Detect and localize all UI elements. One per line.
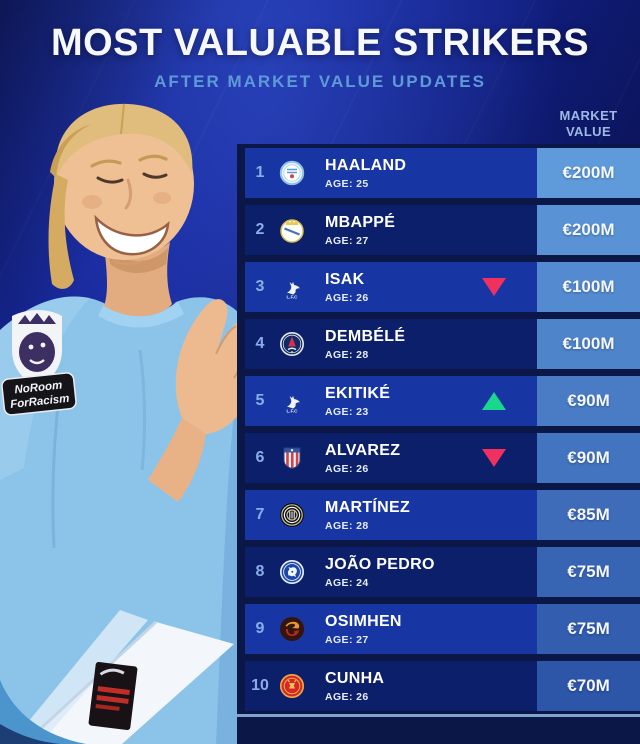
- rank-number: 5: [255, 392, 265, 409]
- table-row: 9 OSIMHEN AGE: 27 €75M: [245, 604, 640, 654]
- rank-number: 1: [255, 164, 265, 181]
- table-row: 5 L.F.C EKITIKÉ AGE: 23 €90M: [245, 376, 640, 426]
- table-row: 7 MARTÍNEZ AGE: 28 €85M: [245, 490, 640, 540]
- rank-number: 8: [255, 563, 265, 580]
- player-name: MBAPPÉ: [325, 213, 396, 231]
- table-row: 3 L.F.C ISAK AGE: 26 €100M: [245, 262, 640, 312]
- market-value-cell: €200M: [537, 205, 640, 255]
- rank-number: 7: [255, 506, 265, 523]
- page-subtitle: AFTER MARKET VALUE UPDATES: [154, 72, 486, 91]
- player-age: AGE: 23: [325, 405, 369, 418]
- table-row: 6 ALVAREZ AGE: 26 €90M: [245, 433, 640, 483]
- svg-text:L.F.C: L.F.C: [287, 409, 299, 414]
- market-value-cell: €85M: [537, 490, 640, 540]
- player-age: AGE: 26: [325, 690, 369, 703]
- player-name: JOÃO PEDRO: [325, 555, 435, 573]
- player-name-block: DEMBÉLÉ AGE: 28: [325, 328, 405, 361]
- player-name: HAALAND: [325, 156, 407, 174]
- player-cell: 4 DEMBÉLÉ AGE: 28: [245, 319, 532, 369]
- trend-up-icon: [482, 392, 506, 410]
- rank-number: 2: [255, 221, 265, 238]
- puma-tag-icon: [88, 662, 138, 730]
- header: MOST VALUABLE STRIKERS AFTER MARKET VALU…: [0, 22, 640, 92]
- rank-number: 3: [255, 278, 265, 295]
- player-name-block: MBAPPÉ AGE: 27: [325, 214, 395, 247]
- liverpool-badge: L.F.C: [279, 274, 305, 300]
- svg-text:L.F.C: L.F.C: [287, 295, 299, 300]
- player-name-block: JOÃO PEDRO AGE: 24: [325, 556, 435, 589]
- table-bottom-divider: [237, 714, 640, 717]
- rank-number: 6: [255, 449, 265, 466]
- player-name: CUNHA: [325, 669, 385, 687]
- player-name: OSIMHEN: [325, 612, 402, 630]
- psg-badge: [279, 331, 305, 357]
- player-cell: 2 MBAPPÉ AGE: 27: [245, 205, 532, 255]
- market-header-line1: MARKET: [559, 108, 618, 123]
- player-age: AGE: 26: [325, 462, 369, 475]
- no-room-for-racism-patch: NoRoom ForRacism: [1, 372, 77, 416]
- player-cell: 9 OSIMHEN AGE: 27: [245, 604, 532, 654]
- galatasaray-badge: [279, 616, 305, 642]
- man-united-badge: [279, 673, 305, 699]
- player-name: ISAK: [325, 270, 365, 288]
- inter-milan-badge: [279, 502, 305, 528]
- market-value-column-header: MARKET VALUE: [537, 108, 640, 140]
- player-cell: 10 CUNHA AGE: 26: [245, 661, 532, 711]
- rank-number: 10: [251, 677, 269, 694]
- player-cell: 1 HAALAND AGE: 25: [245, 148, 532, 198]
- player-name: EKITIKÉ: [325, 384, 391, 402]
- table-row: 1 HAALAND AGE: 25 €200M: [245, 148, 640, 198]
- player-name-block: ALVAREZ AGE: 26: [325, 442, 400, 475]
- man-city-badge: [279, 160, 305, 186]
- patch-text-line1: NoRoom: [14, 379, 63, 396]
- table-row: 4 DEMBÉLÉ AGE: 28 €100M: [245, 319, 640, 369]
- player-age: AGE: 28: [325, 519, 369, 532]
- page-title: MOST VALUABLE STRIKERS: [50, 22, 590, 64]
- player-name: DEMBÉLÉ: [325, 327, 406, 345]
- player-cell: 5 L.F.C EKITIKÉ AGE: 23: [245, 376, 532, 426]
- player-cell: 8 JOÃO PEDRO AGE: 24: [245, 547, 532, 597]
- atletico-madrid-badge: [279, 445, 305, 471]
- market-header-line2: VALUE: [565, 124, 612, 139]
- rank-number: 4: [255, 335, 265, 352]
- market-value-cell: €200M: [537, 148, 640, 198]
- player-name-block: OSIMHEN AGE: 27: [325, 613, 402, 646]
- player-cell: 3 L.F.C ISAK AGE: 26: [245, 262, 532, 312]
- player-name-block: EKITIKÉ AGE: 23: [325, 385, 390, 418]
- real-madrid-badge: [279, 217, 305, 243]
- player-name-block: CUNHA AGE: 26: [325, 670, 384, 703]
- market-value-cell: €100M: [537, 262, 640, 312]
- table-row: 2 MBAPPÉ AGE: 27 €200M: [245, 205, 640, 255]
- table-row: 8 JOÃO PEDRO AGE: 24 €75M: [245, 547, 640, 597]
- player-name: ALVAREZ: [325, 441, 401, 459]
- player-age: AGE: 28: [325, 348, 369, 361]
- chelsea-badge: [279, 559, 305, 585]
- player-name-block: MARTÍNEZ AGE: 28: [325, 499, 410, 532]
- table-row: 10 CUNHA AGE: 26 €70M: [245, 661, 640, 711]
- player-age: AGE: 26: [325, 291, 369, 304]
- rankings-panel: 1 HAALAND AGE: 25 €200M 2 MBAPPÉ AGE: 27…: [237, 144, 640, 744]
- market-value-cell: €90M: [537, 376, 640, 426]
- trend-down-icon: [482, 278, 506, 296]
- market-value-cell: €70M: [537, 661, 640, 711]
- premier-league-patch-icon: [12, 310, 62, 386]
- market-value-cell: €75M: [537, 547, 640, 597]
- market-value-cell: €75M: [537, 604, 640, 654]
- liverpool-badge: L.F.C: [279, 388, 305, 414]
- player-name: MARTÍNEZ: [325, 498, 411, 516]
- player-age: AGE: 25: [325, 177, 369, 190]
- player-age: AGE: 27: [325, 633, 369, 646]
- market-value-cell: €90M: [537, 433, 640, 483]
- player-age: AGE: 27: [325, 234, 369, 247]
- player-cell: 7 MARTÍNEZ AGE: 28: [245, 490, 532, 540]
- rank-number: 9: [255, 620, 265, 637]
- market-value-cell: €100M: [537, 319, 640, 369]
- player-name-block: HAALAND AGE: 25: [325, 157, 406, 190]
- trend-down-icon: [482, 449, 506, 467]
- player-name-block: ISAK AGE: 26: [325, 271, 369, 304]
- player-cell: 6 ALVAREZ AGE: 26: [245, 433, 532, 483]
- rankings-table: 1 HAALAND AGE: 25 €200M 2 MBAPPÉ AGE: 27…: [245, 148, 640, 718]
- player-age: AGE: 24: [325, 576, 369, 589]
